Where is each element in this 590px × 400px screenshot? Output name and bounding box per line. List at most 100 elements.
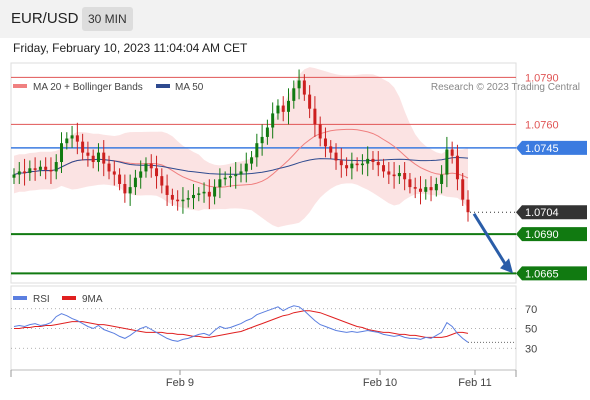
rsi-line — [13, 305, 469, 343]
candle — [403, 162, 407, 191]
candle-body — [28, 168, 32, 173]
candle — [350, 152, 354, 180]
candle — [360, 154, 364, 175]
candle-body — [23, 171, 27, 173]
candle — [271, 102, 275, 139]
candle — [387, 162, 391, 184]
candle — [292, 80, 296, 109]
candle-body — [434, 183, 438, 191]
candle-body — [38, 166, 42, 170]
legend-ma20-swatch — [13, 84, 27, 88]
candle-body — [318, 124, 322, 139]
candle — [234, 162, 238, 189]
candle — [255, 133, 259, 167]
candle — [276, 99, 280, 120]
candle — [366, 146, 370, 177]
candle-body — [424, 187, 428, 192]
rsi-tick-label: 70 — [525, 304, 537, 316]
legend-9ma-label: 9MA — [82, 294, 103, 305]
candle-body — [197, 193, 201, 195]
candle-body — [408, 179, 412, 188]
candle-body — [228, 176, 232, 178]
candle — [302, 74, 306, 101]
candle — [313, 96, 317, 137]
projection-arrow — [472, 212, 513, 274]
candle — [170, 188, 174, 206]
candle — [213, 179, 217, 205]
level-badge-current — [516, 205, 587, 220]
candle-body — [149, 163, 153, 169]
candle — [265, 119, 269, 145]
level-badge-support — [516, 266, 587, 281]
candle — [371, 151, 375, 170]
candle — [49, 157, 53, 184]
candle-body — [466, 199, 470, 213]
candle-body — [418, 188, 422, 192]
candle — [54, 154, 58, 180]
candle-body — [297, 80, 301, 89]
bollinger-bands — [14, 67, 468, 228]
candle-body — [191, 194, 195, 199]
x-tick-label: Feb 10 — [363, 377, 397, 389]
candle-body — [202, 191, 206, 194]
candle — [91, 149, 95, 169]
candle — [260, 124, 264, 156]
candle — [329, 140, 333, 159]
candle-body — [397, 173, 401, 177]
candle — [144, 157, 148, 178]
candle-body — [376, 162, 380, 166]
candle-body — [371, 158, 375, 163]
candle-body — [323, 138, 327, 147]
candle-body — [144, 163, 148, 172]
candle-body — [128, 187, 132, 194]
candle-body — [461, 179, 465, 200]
candle-body — [133, 177, 137, 188]
candle — [450, 141, 454, 164]
candle — [202, 182, 206, 203]
candle-body — [118, 174, 122, 184]
candle — [33, 157, 37, 181]
level-label-support: 1.0690 — [525, 229, 559, 241]
candle — [250, 151, 254, 170]
arrow-shaft — [472, 212, 508, 267]
candle-body — [403, 173, 407, 180]
candle-body — [139, 171, 143, 178]
candle-body — [302, 80, 306, 95]
candle-body — [281, 105, 285, 112]
candle — [207, 179, 211, 210]
level-labels: 1.0790 1.0760 1.0745 1.0704 1.0690 1.0665 — [516, 72, 587, 281]
candle — [86, 141, 90, 167]
level-label-support: 1.0665 — [525, 268, 559, 280]
candle — [191, 183, 195, 210]
rsi-tick-label: 50 — [525, 324, 537, 336]
x-tick-label: Feb 9 — [166, 377, 194, 389]
candle-body — [445, 149, 449, 175]
level-badge-support — [516, 227, 587, 242]
header-bar: EUR/USD 30 MIN — [0, 0, 590, 38]
candle-body — [12, 174, 16, 178]
candle-body — [313, 108, 317, 125]
candle — [334, 143, 338, 170]
candle — [60, 132, 64, 173]
candle — [345, 157, 349, 177]
candle-body — [107, 163, 111, 172]
candle — [440, 165, 444, 194]
candle-body — [44, 166, 48, 170]
candle-body — [49, 169, 53, 172]
datetime-label: Friday, February 10, 2023 11:04:04 AM CE… — [13, 41, 248, 55]
rsi-panel: 70 50 30 — [11, 304, 537, 355]
candle-body — [392, 174, 396, 177]
candle — [445, 136, 449, 188]
level-label-pivot: 1.0745 — [525, 143, 559, 155]
candle — [155, 155, 159, 189]
x-axis-ticks: Feb 9 Feb 10 Feb 11 — [10, 370, 517, 389]
candle — [107, 155, 111, 180]
level-label-current: 1.0704 — [525, 207, 559, 219]
timeframe-badge[interactable]: 30 MIN — [82, 7, 133, 31]
candle-body — [276, 105, 280, 114]
candle — [128, 174, 132, 206]
candle — [118, 168, 122, 191]
candle — [70, 125, 74, 148]
candle-body — [350, 163, 354, 169]
candle-body — [260, 136, 264, 144]
